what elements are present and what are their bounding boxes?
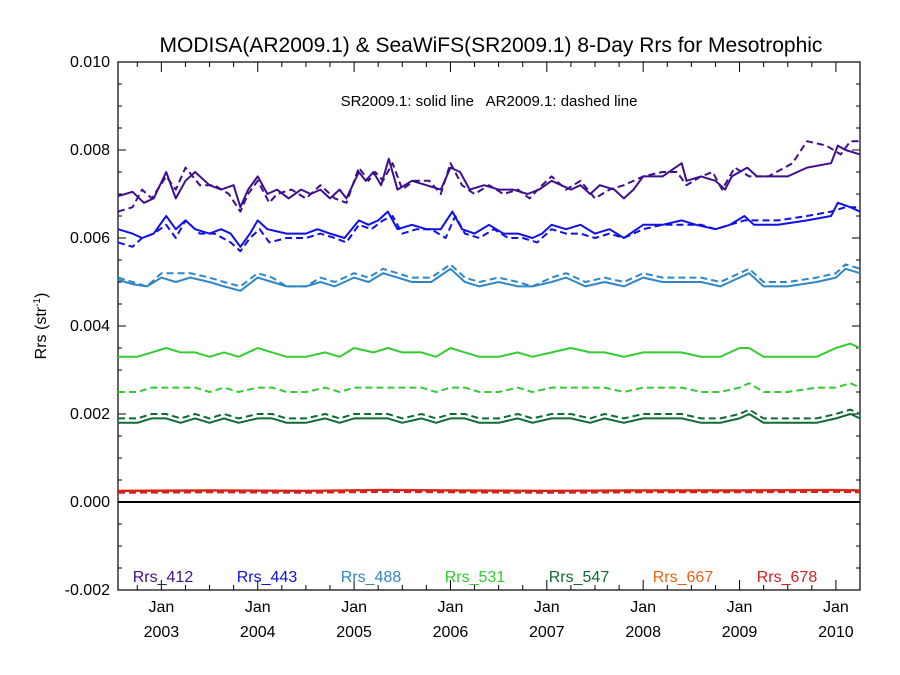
series-rrs-488-dashed bbox=[117, 263, 861, 288]
x-tick-year: 2009 bbox=[722, 624, 758, 641]
series-rrs-412-dashed bbox=[117, 140, 860, 213]
series-rrs-488-solid bbox=[117, 267, 861, 292]
y-axis-label: Rrs (str-1) bbox=[32, 293, 50, 360]
series-rrs-547-solid bbox=[118, 413, 861, 424]
x-tick-year: 2007 bbox=[529, 624, 565, 641]
y-tick-label: 0.006 bbox=[70, 230, 110, 247]
series-rrs-531-solid bbox=[118, 342, 861, 358]
x-tick-year: 2010 bbox=[818, 624, 854, 641]
legend-rrs-412: Rrs_412 bbox=[133, 569, 194, 586]
series-rrs-547-dashed bbox=[118, 408, 861, 420]
x-tick-year: 2005 bbox=[336, 624, 372, 641]
series-rrs-443-solid bbox=[117, 201, 861, 248]
y-axis-label-superscript: -1 bbox=[32, 298, 43, 307]
legend-rrs-443: Rrs_443 bbox=[237, 569, 298, 586]
series-rrs-412-solid bbox=[117, 144, 861, 209]
x-tick-year: 2004 bbox=[240, 624, 276, 641]
x-tick-month: Jan bbox=[341, 599, 367, 616]
x-tick-year: 2008 bbox=[625, 624, 661, 641]
legend-rrs-488: Rrs_488 bbox=[341, 569, 402, 586]
legend-rrs-531: Rrs_531 bbox=[445, 569, 506, 586]
legend: Rrs_412 Rrs_443 Rrs_488 Rrs_531 Rrs_547 Rrs_6… bbox=[133, 569, 818, 586]
y-tick-label: -0.002 bbox=[65, 582, 110, 599]
y-tick-label: 0.000 bbox=[70, 494, 110, 511]
y-tick-label: 0.008 bbox=[70, 142, 110, 159]
series-lines bbox=[117, 140, 861, 494]
x-tick-month: Jan bbox=[823, 599, 849, 616]
legend-rrs-547: Rrs_547 bbox=[549, 569, 610, 586]
series-rrs-678-solid bbox=[117, 489, 861, 492]
axis-ticks: 0.010 0.008 0.006 0.004 0.002 0.000 -0.002 Jan 2… bbox=[65, 54, 861, 641]
y-tick-label: 0.002 bbox=[70, 406, 110, 423]
x-tick-month: Jan bbox=[630, 599, 656, 616]
y-axis-label-main: Rrs (str bbox=[33, 306, 50, 359]
x-tick-year: 2006 bbox=[433, 624, 469, 641]
x-tick-month: Jan bbox=[534, 599, 560, 616]
x-tick-month: Jan bbox=[148, 599, 174, 616]
x-tick-year: 2003 bbox=[144, 624, 180, 641]
x-tick-month: Jan bbox=[727, 599, 753, 616]
x-tick-month: Jan bbox=[245, 599, 271, 616]
y-tick-label: 0.004 bbox=[70, 318, 110, 335]
legend-rrs-678: Rrs_678 bbox=[757, 569, 818, 586]
legend-rrs-667: Rrs_667 bbox=[653, 569, 714, 586]
series-rrs-531-dashed bbox=[118, 382, 861, 393]
y-axis-label-close: ) bbox=[33, 293, 50, 298]
line-style-annotation: SR2009.1: solid line AR2009.1: dashed li… bbox=[341, 93, 638, 110]
series-rrs-678-dashed bbox=[117, 490, 861, 494]
series-rrs-443-dashed bbox=[117, 206, 860, 253]
y-tick-label: 0.010 bbox=[70, 54, 110, 71]
plot-frame bbox=[117, 61, 861, 591]
chart-title: MODISA(AR2009.1) & SeaWiFS(SR2009.1) 8-D… bbox=[160, 34, 823, 57]
x-tick-month: Jan bbox=[438, 599, 464, 616]
